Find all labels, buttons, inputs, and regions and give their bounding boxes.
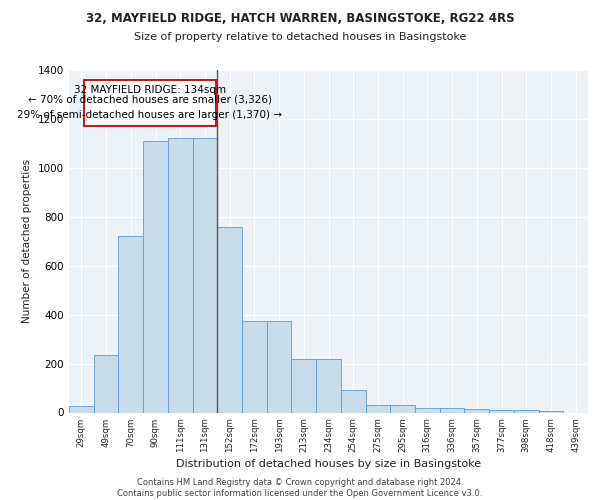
Bar (94, 355, 118, 412)
Bar (168, 138, 193, 412)
Text: 32, MAYFIELD RIDGE, HATCH WARREN, BASINGSTOKE, RG22 4RS: 32, MAYFIELD RIDGE, HATCH WARREN, BASING… (86, 12, 514, 26)
Bar (118, 236, 143, 412)
Bar (365, 405, 390, 412)
Bar (143, 141, 168, 412)
FancyBboxPatch shape (84, 80, 216, 126)
Text: ← 70% of detached houses are smaller (3,326): ← 70% of detached houses are smaller (3,… (28, 95, 272, 105)
Bar (539, 410, 563, 412)
Bar (390, 405, 415, 412)
Bar (217, 226, 242, 412)
Bar (193, 138, 217, 412)
Text: Size of property relative to detached houses in Basingstoke: Size of property relative to detached ho… (134, 32, 466, 42)
Bar (69, 406, 94, 412)
Bar (489, 410, 514, 412)
Text: Contains HM Land Registry data © Crown copyright and database right 2024.
Contai: Contains HM Land Registry data © Crown c… (118, 478, 482, 498)
Bar (292, 358, 316, 412)
Bar (464, 409, 489, 412)
Bar (242, 321, 267, 412)
Bar (267, 321, 292, 412)
Bar (440, 408, 464, 412)
Text: 29% of semi-detached houses are larger (1,370) →: 29% of semi-detached houses are larger (… (17, 110, 283, 120)
Text: 32 MAYFIELD RIDGE: 134sqm: 32 MAYFIELD RIDGE: 134sqm (74, 84, 226, 94)
Bar (341, 390, 365, 412)
Y-axis label: Number of detached properties: Number of detached properties (22, 159, 32, 324)
Bar (514, 410, 539, 412)
X-axis label: Distribution of detached houses by size in Basingstoke: Distribution of detached houses by size … (176, 459, 481, 469)
Bar (415, 408, 440, 412)
Bar (316, 358, 341, 412)
